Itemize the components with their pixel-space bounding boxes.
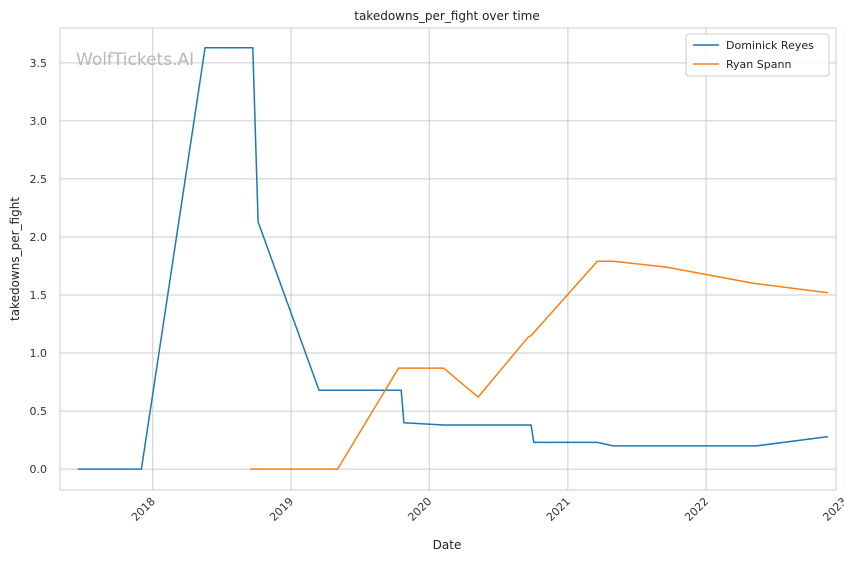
y-tick-label: 2.5 bbox=[30, 173, 48, 186]
legend-label-dominick-reyes: Dominick Reyes bbox=[726, 39, 814, 52]
x-axis-label: Date bbox=[433, 538, 462, 552]
y-tick-label: 1.0 bbox=[30, 347, 48, 360]
watermark: WolfTickets.AI bbox=[76, 50, 194, 70]
legend-label-ryan-spann: Ryan Spann bbox=[726, 58, 791, 71]
plot-area-frame bbox=[59, 27, 837, 491]
y-tick-label: 0.0 bbox=[30, 463, 48, 476]
y-tick-label: 2.0 bbox=[30, 231, 48, 244]
y-tick-label: 3.0 bbox=[30, 115, 48, 128]
y-axis-label: takedowns_per_fight bbox=[8, 197, 22, 321]
legend: Dominick Reyes Ryan Spann bbox=[685, 33, 830, 77]
y-tick-label: 3.5 bbox=[30, 57, 48, 70]
y-tick-label: 1.5 bbox=[30, 289, 48, 302]
series-line-dominick-reyes bbox=[77, 46, 829, 470]
legend-box bbox=[685, 33, 830, 77]
chart-title: takedowns_per_fight over time bbox=[354, 9, 540, 23]
series-line-ryan-spann bbox=[250, 260, 829, 470]
y-tick-label: 0.5 bbox=[30, 405, 48, 418]
grid-lines bbox=[60, 28, 844, 490]
y-axis-ticks: 0.0 0.5 1.0 1.5 2.0 2.5 3.0 3.5 bbox=[30, 57, 48, 476]
series-layer bbox=[77, 46, 829, 470]
